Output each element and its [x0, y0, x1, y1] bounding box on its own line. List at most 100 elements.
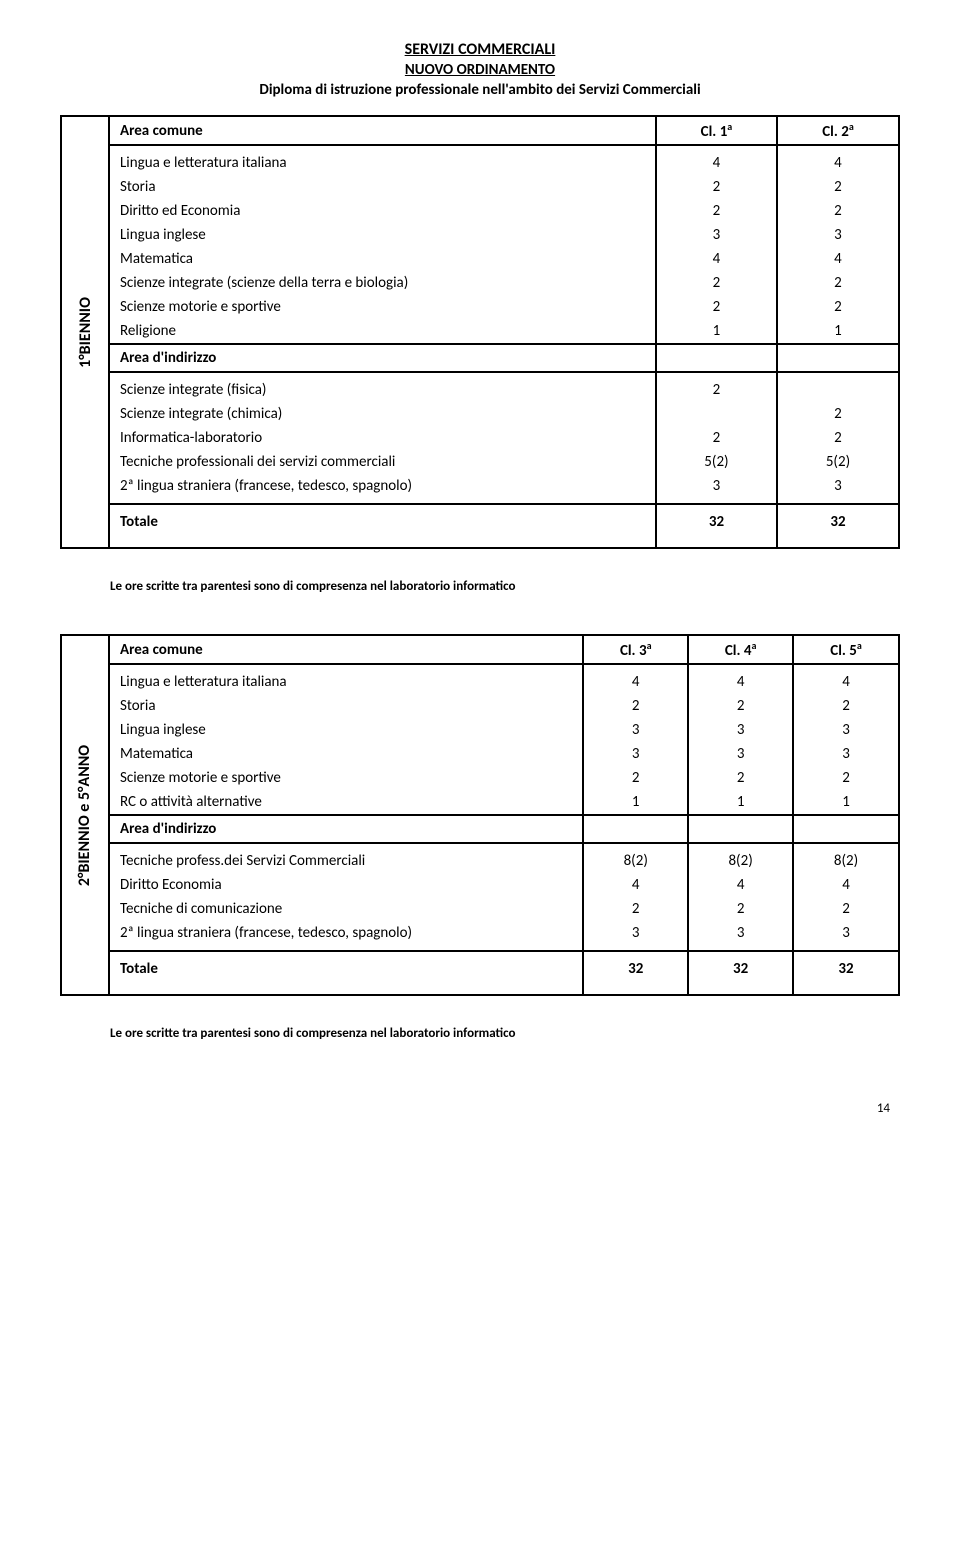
section2-label: Area d'indirizzo [110, 815, 583, 843]
row-label: Scienze motorie e sportive [110, 766, 583, 790]
row-value: 2 [793, 897, 898, 921]
row-label: Scienze integrate (fisica) [110, 378, 656, 402]
header-col3: Cl. 5a [793, 636, 898, 664]
row-value: 3 [688, 742, 793, 766]
curriculum-block-1: 1°BIENNIO Area comune Cl. 1a Cl. 2a Ling… [60, 115, 900, 549]
footnote-2: Le ore scritte tra parentesi sono di com… [110, 1026, 900, 1041]
page-number: 14 [60, 1101, 900, 1116]
block1-table: Area comune Cl. 1a Cl. 2a Lingua e lette… [108, 115, 900, 549]
row-value: 1 [777, 319, 898, 344]
total-label: Totale [110, 951, 583, 994]
row-label: Matematica [110, 247, 656, 271]
table-row: Storia22 [110, 175, 898, 199]
header-col1: Cl. 3a [583, 636, 688, 664]
header-col2: Cl. 4a [688, 636, 793, 664]
header-col2: Cl. 2a [777, 117, 898, 145]
row-value: 2 [656, 199, 777, 223]
table-row: Religione11 [110, 319, 898, 344]
table-row: Matematica333 [110, 742, 898, 766]
table-row: 2ª lingua straniera (francese, tedesco, … [110, 921, 898, 945]
page-title: SERVIZI COMMERCIALI [60, 40, 900, 59]
total-c1: 32 [583, 951, 688, 994]
block2-label-text: 2°BIENNIO e 5°ANNO [76, 744, 95, 885]
row-value: 3 [793, 718, 898, 742]
table-row: Storia222 [110, 694, 898, 718]
row-value: 2 [583, 694, 688, 718]
row-label: Tecniche di comunicazione [110, 897, 583, 921]
row-value: 2 [688, 766, 793, 790]
row-value: 4 [656, 247, 777, 271]
table-row: Scienze integrate (chimica) 2 [110, 402, 898, 426]
table-row: Lingua e letteratura italiana444 [110, 670, 898, 694]
table-row: 2ª lingua straniera (francese, tedesco, … [110, 474, 898, 498]
row-value: 3 [656, 474, 777, 498]
row-value: 1 [656, 319, 777, 344]
row-label: Religione [110, 319, 656, 344]
row-value: 8(2) [583, 849, 688, 873]
table-row: Diritto Economia444 [110, 873, 898, 897]
row-label: Matematica [110, 742, 583, 766]
row-label: 2ª lingua straniera (francese, tedesco, … [110, 474, 656, 498]
row-value: 2 [777, 271, 898, 295]
row-label: Lingua e letteratura italiana [110, 670, 583, 694]
row-value: 3 [688, 921, 793, 945]
row-value: 2 [777, 199, 898, 223]
row-value: 8(2) [793, 849, 898, 873]
row-value: 4 [777, 247, 898, 271]
row-value: 2 [583, 897, 688, 921]
row-label: Tecniche profess.dei Servizi Commerciali [110, 849, 583, 873]
row-label: Scienze integrate (chimica) [110, 402, 656, 426]
total-c1: 32 [656, 504, 777, 547]
row-value: 1 [688, 790, 793, 815]
table-header-row: Area comune Cl. 3a Cl. 4a Cl. 5a [110, 636, 898, 664]
row-value: 3 [793, 742, 898, 766]
page-subtitle: NUOVO ORDINAMENTO [60, 61, 900, 79]
row-label: Scienze integrate (scienze della terra e… [110, 271, 656, 295]
row-label: Informatica-laboratorio [110, 426, 656, 450]
block2-table: Area comune Cl. 3a Cl. 4a Cl. 5a Lingua … [108, 634, 900, 996]
row-value: 2 [688, 694, 793, 718]
row-label: Lingua e letteratura italiana [110, 151, 656, 175]
row-value: 2 [656, 378, 777, 402]
table-header-row: Area comune Cl. 1a Cl. 2a [110, 117, 898, 145]
table-row: Informatica-laboratorio22 [110, 426, 898, 450]
row-value: 1 [583, 790, 688, 815]
table-row: Diritto ed Economia22 [110, 199, 898, 223]
row-value: 3 [583, 718, 688, 742]
table-row: Tecniche di comunicazione222 [110, 897, 898, 921]
section-divider: Area d'indirizzo [110, 344, 898, 372]
row-value: 2 [656, 271, 777, 295]
row-value: 2 [777, 426, 898, 450]
row-value: 2 [688, 897, 793, 921]
row-value: 4 [583, 670, 688, 694]
row-label: RC o attività alternative [110, 790, 583, 815]
row-value: 1 [793, 790, 898, 815]
row-value: 3 [656, 223, 777, 247]
row-value: 4 [688, 873, 793, 897]
row-label: Storia [110, 175, 656, 199]
row-value: 5(2) [777, 450, 898, 474]
row-value: 2 [656, 175, 777, 199]
row-value: 4 [656, 151, 777, 175]
row-label: Diritto Economia [110, 873, 583, 897]
header-col1: Cl. 1a [656, 117, 777, 145]
row-value: 3 [777, 474, 898, 498]
page-description: Diploma di istruzione professionale nell… [60, 81, 900, 99]
table-row: RC o attività alternative111 [110, 790, 898, 815]
table-row: Matematica44 [110, 247, 898, 271]
block1-label-text: 1°BIENNIO [76, 297, 95, 368]
total-c3: 32 [793, 951, 898, 994]
table-row: Lingua inglese333 [110, 718, 898, 742]
row-value: 3 [688, 718, 793, 742]
total-c2: 32 [688, 951, 793, 994]
row-value: 2 [656, 426, 777, 450]
section-divider: Area d'indirizzo [110, 815, 898, 843]
row-value: 2 [777, 402, 898, 426]
row-label: Scienze motorie e sportive [110, 295, 656, 319]
row-value: 2 [777, 295, 898, 319]
curriculum-block-2: 2°BIENNIO e 5°ANNO Area comune Cl. 3a Cl… [60, 634, 900, 996]
block2-sidebar-label: 2°BIENNIO e 5°ANNO [60, 634, 108, 996]
row-value [656, 402, 777, 426]
row-value: 3 [793, 921, 898, 945]
row-value: 2 [777, 175, 898, 199]
